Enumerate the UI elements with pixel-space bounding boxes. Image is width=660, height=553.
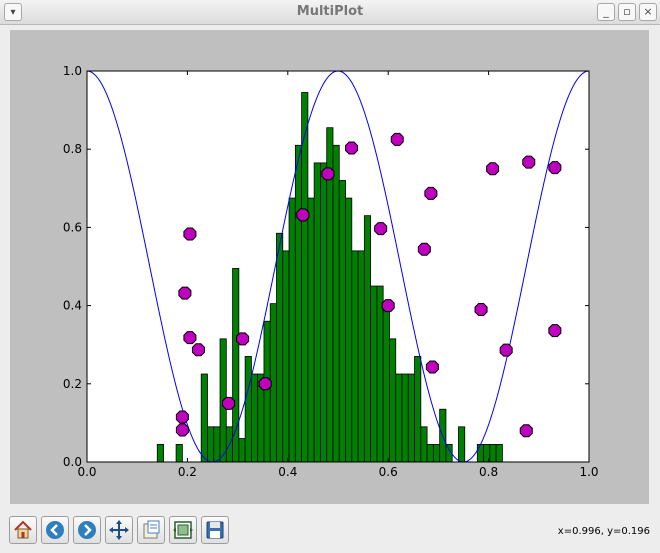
save-icon[interactable] [201, 516, 229, 544]
scatter-point [548, 324, 562, 338]
x-tick-label: 0.2 [178, 465, 197, 479]
histogram-bar [320, 162, 328, 463]
histogram-bar [301, 92, 309, 463]
histogram-bar [276, 232, 284, 463]
histogram-bar [376, 285, 384, 463]
home-icon[interactable] [9, 516, 37, 544]
x-tick-label: 0.4 [278, 465, 297, 479]
histogram-bar [407, 373, 415, 463]
histogram-bar [420, 426, 428, 463]
title-bar: ▾ MultiPlot _ ▫ × [0, 0, 660, 25]
x-tick-label: 0.8 [479, 465, 498, 479]
scatter-point [474, 303, 488, 317]
scatter-point [486, 162, 500, 176]
scatter-point [191, 343, 205, 357]
histogram-bar [476, 444, 484, 463]
histogram-bar [213, 426, 221, 463]
scatter-point [222, 396, 236, 410]
scatter-markers [175, 132, 562, 438]
histogram-bar [370, 285, 378, 463]
histogram-bar [414, 356, 422, 463]
scatter-point [183, 227, 197, 241]
chart: 0.0 0.2 0.4 0.6 0.8 1.0 0.0 0.2 0.4 0.6 0.8 1.0 [63, 64, 599, 479]
histogram-bar [458, 426, 466, 463]
histogram-bar [263, 320, 271, 463]
histogram-bar [338, 180, 346, 463]
histogram-bar [489, 444, 497, 463]
histogram-bar [395, 373, 403, 463]
x-tick-label: 1.0 [579, 465, 598, 479]
subplots-icon[interactable] [169, 516, 197, 544]
window-menu-icon[interactable]: ▾ [4, 3, 22, 21]
histogram-bar [495, 444, 503, 463]
back-icon[interactable] [41, 516, 69, 544]
histogram-bar [200, 373, 208, 463]
scatter-point [236, 332, 250, 346]
histogram-bar [251, 373, 259, 463]
histogram-bar [382, 303, 390, 463]
histogram-bar [232, 268, 240, 463]
histogram-bar [426, 444, 434, 463]
scatter-point [296, 208, 310, 222]
histogram-bar [207, 426, 215, 463]
scatter-point [425, 360, 439, 374]
histogram-bar [332, 144, 340, 463]
histogram-bar [357, 250, 365, 463]
histogram-bar [351, 250, 359, 463]
scatter-point [175, 423, 189, 437]
scatter-point [258, 377, 272, 391]
histogram-bar [244, 356, 252, 463]
scatter-point [417, 242, 431, 256]
histogram-bar [432, 444, 441, 463]
histogram-bar [307, 197, 315, 463]
scatter-point [424, 186, 438, 200]
histogram-bar [282, 250, 290, 463]
histogram-bar [288, 197, 296, 463]
histogram-bar [363, 215, 372, 463]
ticks: 0.0 0.2 0.4 0.6 0.8 1.0 0.0 0.2 0.4 0.6 0.8 1.0 [63, 64, 599, 479]
scatter-point [519, 424, 533, 438]
scatter-point [175, 410, 189, 424]
histogram-bar [389, 338, 397, 463]
figure-canvas[interactable]: 0.0 0.2 0.4 0.6 0.8 1.0 0.0 0.2 0.4 0.6 0.8 1.0 [10, 30, 649, 504]
scatter-point [178, 286, 192, 300]
histogram-bar [156, 444, 164, 463]
scatter-point [548, 161, 562, 175]
scatter-point [374, 222, 388, 236]
navigation-toolbar: x=0.996, y=0.196 [0, 512, 660, 553]
y-tick-label: 0.8 [63, 142, 82, 156]
scatter-point [499, 343, 513, 357]
y-tick-label: 0.0 [63, 455, 82, 469]
y-tick-label: 0.6 [63, 220, 82, 234]
zoom-icon[interactable] [137, 516, 165, 544]
histogram-bar [294, 144, 303, 463]
scatter-point [522, 155, 536, 169]
histogram-bar [175, 444, 183, 463]
histogram-bar [313, 162, 321, 463]
scatter-point [390, 132, 404, 146]
x-tick-label: 0.6 [379, 465, 398, 479]
histogram-bar [345, 197, 353, 463]
y-tick-label: 1.0 [63, 64, 82, 78]
scatter-point [183, 331, 197, 345]
scatter-point [321, 167, 335, 181]
minimize-icon[interactable]: _ [597, 3, 615, 21]
axes-frame [86, 70, 590, 463]
forward-icon[interactable] [73, 516, 101, 544]
maximize-icon[interactable]: ▫ [618, 3, 636, 21]
scatter-point [381, 299, 395, 313]
window-title: MultiPlot [296, 4, 364, 19]
x-tick-label: 0.0 [77, 465, 96, 479]
histogram-bar [401, 373, 409, 463]
cursor-coordinates: x=0.996, y=0.196 [557, 526, 650, 537]
pan-icon[interactable] [105, 516, 133, 544]
scatter-point [345, 141, 359, 155]
close-icon[interactable]: × [639, 3, 657, 21]
y-tick-label: 0.4 [63, 299, 82, 313]
y-tick-label: 0.2 [63, 377, 82, 391]
histogram-bar [238, 438, 246, 463]
